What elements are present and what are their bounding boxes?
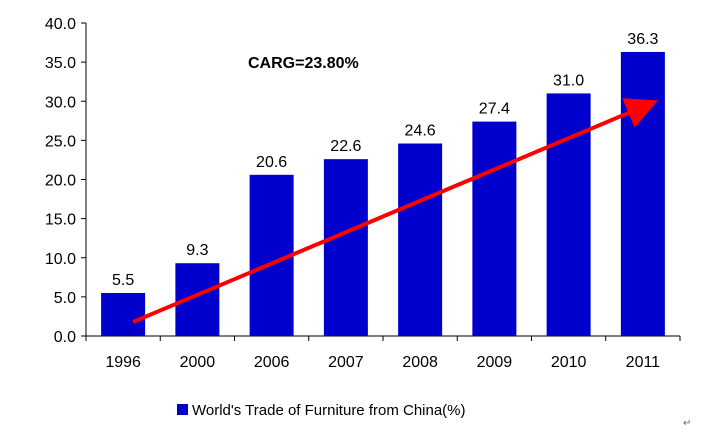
data-label-2006: 20.6 bbox=[256, 154, 287, 171]
x-tick-label-2009: 2009 bbox=[477, 354, 513, 371]
x-axis: 1996 2000 2006 2007 2008 2009 2010 2011 bbox=[85, 335, 681, 371]
x-tick-label-2000: 2000 bbox=[180, 354, 216, 371]
trend-arrow bbox=[132, 98, 658, 324]
y-tick-label: 5.0 bbox=[54, 290, 76, 307]
data-label-2000: 9.3 bbox=[186, 242, 208, 259]
x-tick-label-2010: 2010 bbox=[551, 354, 587, 371]
x-tick-label-2011: 2011 bbox=[626, 354, 661, 371]
y-axis: 0.0 5.0 10.0 15.0 20.0 25.0 30.0 35.0 40.0 bbox=[45, 16, 87, 346]
cagr-annotation: CARG=23.80% bbox=[248, 55, 359, 72]
y-tick-label: 15.0 bbox=[45, 212, 76, 229]
data-label-2007: 22.6 bbox=[330, 138, 361, 155]
y-tick-label: 0.0 bbox=[54, 329, 76, 346]
legend-label: World's Trade of Furniture from China(%) bbox=[192, 402, 466, 419]
y-tick-label: 25.0 bbox=[45, 133, 76, 150]
data-label-2009: 27.4 bbox=[479, 101, 510, 118]
bar-2009 bbox=[472, 121, 517, 336]
bar-2007 bbox=[323, 159, 368, 336]
x-tick-label-2006: 2006 bbox=[254, 354, 290, 371]
legend-swatch bbox=[177, 404, 188, 415]
bar-2008 bbox=[398, 143, 443, 336]
bar-1996 bbox=[101, 292, 146, 336]
bar-2011 bbox=[620, 51, 665, 336]
bars bbox=[101, 51, 665, 336]
legend: World's Trade of Furniture from China(%) bbox=[177, 402, 466, 419]
data-label-2008: 24.6 bbox=[405, 123, 436, 140]
y-tick-label: 20.0 bbox=[45, 173, 76, 190]
y-tick-label: 30.0 bbox=[45, 94, 76, 111]
data-label-2010: 31.0 bbox=[553, 72, 584, 89]
data-label-1996: 5.5 bbox=[112, 272, 134, 289]
paragraph-mark: ↵ bbox=[683, 418, 691, 429]
data-label-2011: 36.3 bbox=[627, 31, 658, 48]
y-tick-label: 40.0 bbox=[45, 16, 76, 33]
x-tick-label-1996: 1996 bbox=[105, 354, 141, 371]
x-tick-label-2007: 2007 bbox=[328, 354, 364, 371]
x-tick-label-2008: 2008 bbox=[402, 354, 438, 371]
bar-labels: 5.5 9.3 20.6 22.6 24.6 27.4 31.0 36.3 bbox=[112, 31, 659, 289]
y-tick-label: 10.0 bbox=[45, 251, 76, 268]
y-tick-label: 35.0 bbox=[45, 55, 76, 72]
